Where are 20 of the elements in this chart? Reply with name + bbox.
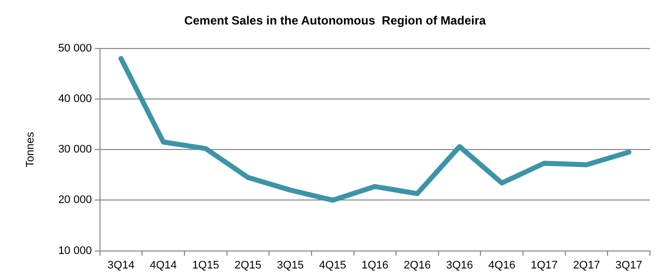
y-tick-label: 40 000 [58, 93, 92, 106]
x-tick-label: 4Q16 [488, 259, 516, 272]
x-tick-label: 1Q15 [192, 259, 220, 272]
x-tick-label: 2Q16 [404, 259, 431, 272]
y-axis-title: Tonnes [24, 131, 37, 168]
x-tick-label: 4Q14 [150, 259, 177, 272]
chart-title: Cement Sales in the Autonomous Region of Madeira [184, 14, 486, 28]
y-tick-label: 10 000 [58, 244, 92, 257]
y-tick-label: 30 000 [58, 144, 92, 156]
x-tick-label: 1Q16 [361, 259, 388, 272]
x-tick-label: 4Q15 [319, 259, 346, 272]
x-tick-label: 3Q17 [615, 259, 642, 272]
x-tick-label: 2Q17 [573, 259, 600, 272]
x-tick-label: 3Q14 [108, 259, 134, 272]
y-tick-label: 50 000 [58, 42, 92, 54]
x-tick-label: 1Q17 [530, 259, 558, 272]
x-tick-label: 3Q16 [446, 259, 474, 272]
x-tick-label: 2Q15 [234, 259, 262, 272]
y-tick-label: 20 000 [58, 194, 92, 206]
x-tick-label: 3Q15 [276, 259, 304, 272]
